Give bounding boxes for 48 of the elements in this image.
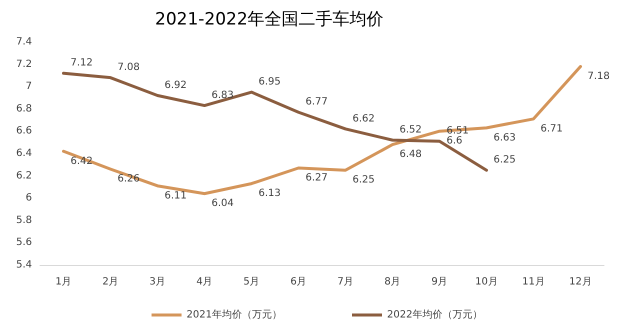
data-label: 6.11 xyxy=(164,190,187,202)
data-label: 6.63 xyxy=(494,132,516,144)
data-label: 6.27 xyxy=(306,172,328,184)
y-tick-label: 7.2 xyxy=(16,58,32,70)
y-tick-label: 6.6 xyxy=(16,126,32,137)
data-label: 6.25 xyxy=(494,154,516,166)
legend-label: 2022年均价（万元） xyxy=(387,308,482,320)
x-tick-label: 11月 xyxy=(522,276,545,288)
y-tick-label: 6 xyxy=(26,192,32,204)
line-series xyxy=(62,72,488,172)
x-tick-label: 5月 xyxy=(243,276,260,288)
data-label: 6.95 xyxy=(258,76,281,88)
data-label: 6.52 xyxy=(400,124,422,136)
y-tick-label: 7.4 xyxy=(16,36,32,48)
data-label: 6.13 xyxy=(258,188,281,200)
data-label: 6.77 xyxy=(306,96,328,108)
legend-label: 2021年均价（万元） xyxy=(186,308,282,320)
y-tick-label: 6.2 xyxy=(16,170,32,182)
x-tick-label: 7月 xyxy=(337,276,354,288)
data-label: 7.18 xyxy=(588,71,610,82)
y-tick-label: 6.4 xyxy=(16,148,32,159)
chart-title: 2021-2022年全国二手车均价 xyxy=(155,10,384,30)
y-tick-label: 5.8 xyxy=(16,214,32,226)
data-label: 7.12 xyxy=(70,58,93,69)
x-tick-label: 10月 xyxy=(475,276,498,288)
data-label: 6.04 xyxy=(212,198,234,210)
data-label: 6.51 xyxy=(446,126,469,137)
data-label: 6.62 xyxy=(352,113,375,124)
x-tick-label: 4月 xyxy=(196,276,213,288)
data-label: 7.08 xyxy=(118,62,140,74)
y-tick-label: 5.6 xyxy=(16,237,32,248)
data-label: 6.25 xyxy=(352,174,375,186)
x-tick-label: 1月 xyxy=(55,276,72,288)
y-tick-label: 7 xyxy=(26,81,32,92)
y-tick-label: 5.4 xyxy=(16,260,32,270)
data-label: 6.6 xyxy=(446,136,462,147)
y-tick-label: 6.8 xyxy=(16,103,32,114)
x-tick-label: 2月 xyxy=(102,276,119,288)
data-label: 6.48 xyxy=(400,149,422,160)
x-tick-label: 6月 xyxy=(290,276,307,288)
x-tick-label: 9月 xyxy=(431,276,448,288)
data-label: 6.26 xyxy=(118,174,140,185)
x-tick-label: 3月 xyxy=(149,276,166,288)
data-label: 6.71 xyxy=(540,123,563,134)
data-label: 6.92 xyxy=(164,80,187,92)
x-tick-label: 12月 xyxy=(569,276,592,288)
data-label: 6.83 xyxy=(212,90,234,102)
x-tick-label: 8月 xyxy=(384,276,401,288)
